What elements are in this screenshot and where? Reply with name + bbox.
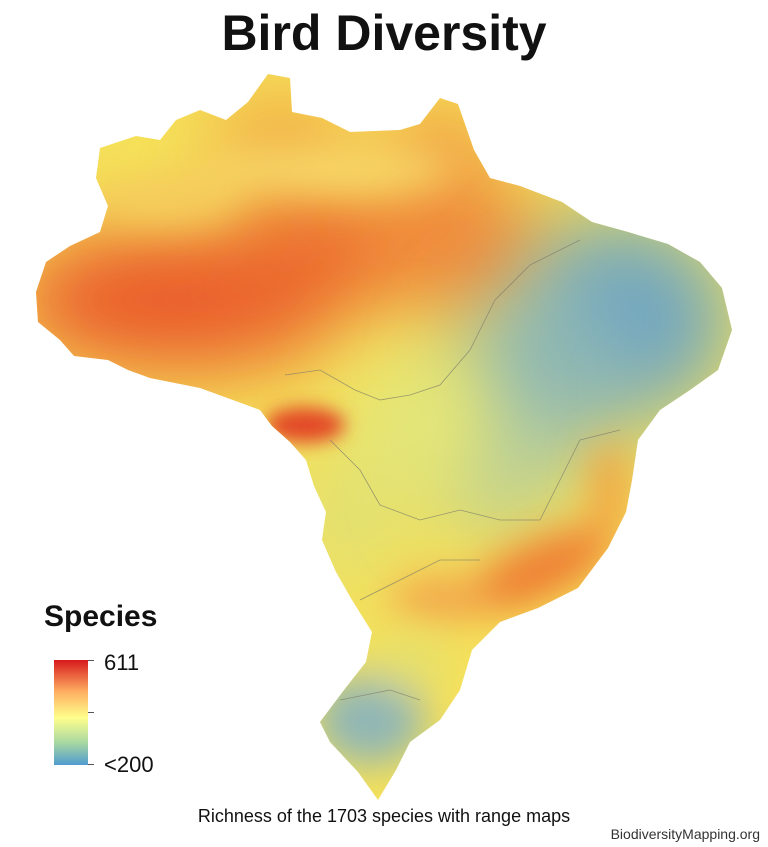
- legend-tick-bottom: [88, 764, 94, 765]
- map-title: Bird Diversity: [221, 5, 547, 61]
- legend-tick-mid: [88, 712, 94, 713]
- legend-min-label: <200: [104, 752, 154, 777]
- central-region: [310, 350, 490, 580]
- legend-title: Species: [44, 600, 158, 633]
- richness-surface: [36, 74, 732, 800]
- atlantic-forest: [390, 440, 628, 622]
- state-borders: [284, 239, 621, 701]
- legend-max-label: 611: [104, 650, 140, 675]
- southern-region: [315, 630, 455, 765]
- legend-tick-top: [88, 660, 94, 661]
- map-caption: Richness of the 1703 species with range …: [197, 806, 571, 826]
- western-hotspot: [265, 407, 345, 443]
- northern-band: [100, 148, 460, 220]
- legend-color-bar: [54, 660, 88, 765]
- credit-link[interactable]: BiodiversityMapping.org: [610, 826, 760, 842]
